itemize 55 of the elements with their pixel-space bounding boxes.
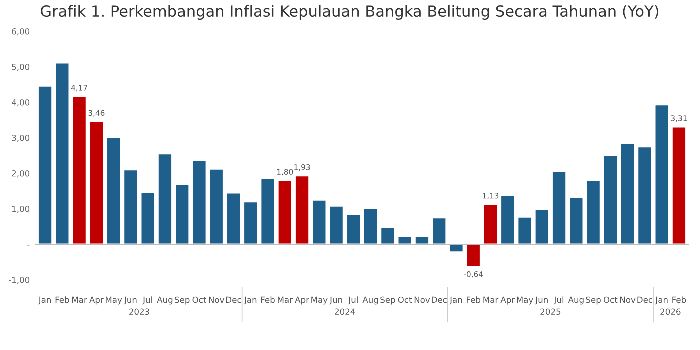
x-tick-label: Oct <box>192 296 206 304</box>
text: 2025 <box>540 308 561 316</box>
x-tick-label: Jan <box>244 296 257 305</box>
x-tick-label: Mar <box>484 296 499 304</box>
x-tick-label: Aug <box>568 296 584 305</box>
bar <box>260 178 276 246</box>
x-tick-label: Jun <box>124 296 137 305</box>
x-tick-label: Jan <box>655 296 668 305</box>
y-tick-label: 5,00 <box>12 64 30 72</box>
x-tick-label: May <box>312 296 328 305</box>
y-tick-label: -1,00 <box>8 276 30 284</box>
x-tick-label: Feb <box>672 296 686 304</box>
x-tick-label: Dec <box>638 296 652 304</box>
x-tick-label: Dec <box>432 296 447 304</box>
x-tick-label: May <box>106 296 122 305</box>
x-tick-label: Jun <box>535 296 548 305</box>
bar <box>192 160 208 246</box>
x-tick-label: Oct <box>398 296 412 304</box>
text: 2024 <box>335 308 356 316</box>
x-tick-label: Aug <box>157 296 173 305</box>
x-tick-label: Sep <box>586 296 601 305</box>
x-tick-label: Oct <box>604 296 618 304</box>
x-tick-label: Mar <box>72 296 88 304</box>
text: 2023 <box>130 308 150 316</box>
x-tick-label: Mar <box>278 296 294 304</box>
chart-title: Grafik 1. Perkembangan Inflasi Kepulauan Bangka Belitung Secara Tahunan (YoY) <box>41 5 659 20</box>
x-tick-label: Jun <box>330 296 342 305</box>
x-tick-label: Jul <box>142 296 152 305</box>
y-tick-label: 2,00 <box>12 170 30 178</box>
x-tick-label: Nov <box>620 296 636 304</box>
x-tick-label: Feb <box>261 296 275 304</box>
y-tick-label: - <box>28 245 30 246</box>
x-tick-label: Jan <box>38 296 51 305</box>
x-tick-label: Nov <box>209 296 224 304</box>
text: 2026 <box>660 308 681 316</box>
x-tick-label: Apr <box>295 296 310 305</box>
x-tick-label: Jan <box>450 296 462 305</box>
y-tick-label: 4,00 <box>12 99 30 107</box>
x-tick-label: Jul <box>348 296 358 305</box>
x-tick-label: Jul <box>554 296 564 305</box>
x-tick-label: May <box>517 296 534 305</box>
y-tick-label: 3,00 <box>12 134 30 142</box>
x-tick-label: Feb <box>56 296 70 304</box>
x-tick-label: Apr <box>90 296 104 305</box>
y-tick-label: 1,00 <box>12 206 30 214</box>
x-tick-label: Apr <box>500 296 516 305</box>
y-tick-label: 6,00 <box>12 28 30 36</box>
x-tick-label: Aug <box>362 296 378 305</box>
x-tick-label: Nov <box>414 296 430 304</box>
bar <box>466 244 482 268</box>
x-tick-label: Sep <box>175 296 190 305</box>
bar <box>517 216 533 246</box>
x-tick-label: Feb <box>467 296 481 304</box>
x-tick-label: Sep <box>380 296 396 305</box>
x-tick-label: Dec <box>226 296 242 304</box>
